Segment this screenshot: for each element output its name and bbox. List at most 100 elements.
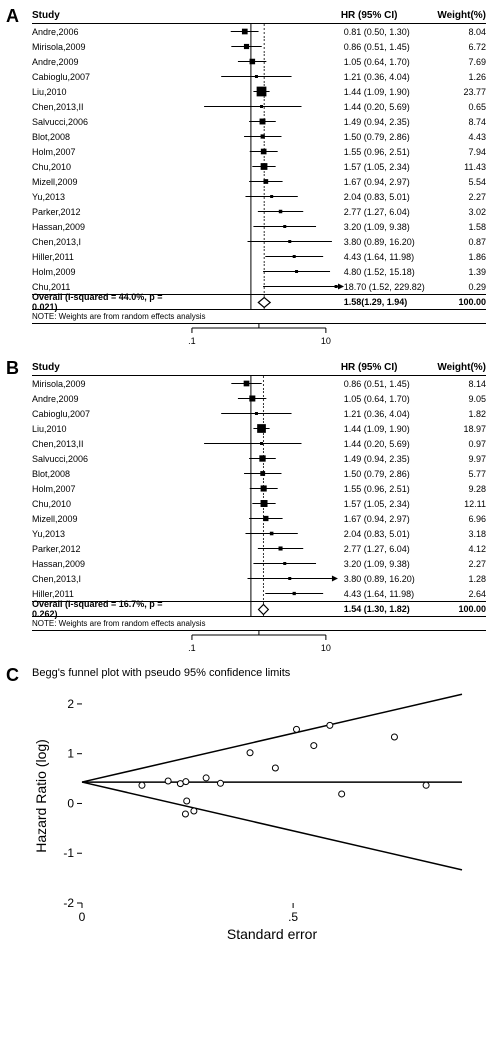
study-name: Blot,2008 [32, 469, 184, 479]
hr-text: 1.57 (1.05, 2.34) [344, 162, 439, 172]
forest-row: Holm,20071.55 (0.96, 2.51)7.94 [32, 144, 486, 159]
forest-row: Salvucci,20061.49 (0.94, 2.35)9.97 [32, 451, 486, 466]
weight-text: 18.97 [439, 424, 486, 434]
forest-b-overall: Overall (I-squared = 16.7%, p = 0.262) 1… [32, 601, 486, 616]
study-name: Chen,2013,I [32, 574, 184, 584]
forest-b-note: NOTE: Weights are from random effects an… [32, 616, 486, 631]
svg-text:.5: .5 [288, 910, 298, 924]
panel-c-label: C [6, 665, 19, 686]
svg-text:2: 2 [67, 697, 74, 711]
study-name: Hiller,2011 [32, 252, 184, 262]
hdr-study: Study [32, 362, 186, 373]
forest-row: Yu,20132.04 (0.83, 5.01)2.27 [32, 189, 486, 204]
study-name: Liu,2010 [32, 424, 184, 434]
ci-plot [184, 234, 344, 249]
forest-row: Chu,20101.57 (1.05, 2.34)12.11 [32, 496, 486, 511]
panel-a: A Study HR (95% CI) Weight(%) Andre,2006… [0, 0, 500, 352]
funnel-plot-wrap: Begg's funnel plot with pseudo 95% confi… [32, 667, 486, 943]
hr-text: 2.77 (1.27, 6.04) [344, 207, 439, 217]
weight-text: 9.05 [439, 394, 486, 404]
overall-label: Overall (I-squared = 16.7%, p = 0.262) [32, 599, 184, 619]
overall-hr: 1.54 (1.30, 1.82) [344, 604, 439, 614]
study-name: Andre,2009 [32, 394, 184, 404]
forest-b: Study HR (95% CI) Weight(%) Mirisola,200… [32, 360, 486, 655]
study-name: Yu,2013 [32, 529, 184, 539]
forest-row: Chu,20101.57 (1.05, 2.34)11.43 [32, 159, 486, 174]
weight-text: 1.58 [439, 222, 486, 232]
ci-plot [184, 189, 344, 204]
hdr-study: Study [32, 10, 186, 21]
hr-text: 3.20 (1.09, 9.38) [344, 559, 439, 569]
hr-text: 3.80 (0.89, 16.20) [344, 574, 439, 584]
weight-text: 6.96 [439, 514, 486, 524]
study-name: Mizell,2009 [32, 514, 184, 524]
study-name: Holm,2009 [32, 267, 184, 277]
forest-row: Holm,20071.55 (0.96, 2.51)9.28 [32, 481, 486, 496]
weight-text: 8.74 [439, 117, 486, 127]
study-name: Salvucci,2006 [32, 117, 184, 127]
forest-row: Chen,2013,II1.44 (0.20, 5.69)0.65 [32, 99, 486, 114]
hr-text: 1.21 (0.36, 4.04) [344, 72, 439, 82]
forest-row: Cabioglu,20071.21 (0.36, 4.04)1.82 [32, 406, 486, 421]
hr-text: 1.57 (1.05, 2.34) [344, 499, 439, 509]
hdr-wt: Weight(%) [437, 10, 486, 21]
ci-plot [184, 436, 344, 451]
overall-plot [184, 602, 344, 617]
forest-row: Andre,20060.81 (0.50, 1.30)8.04 [32, 24, 486, 39]
svg-text:.1: .1 [188, 643, 196, 653]
study-name: Yu,2013 [32, 192, 184, 202]
weight-text: 0.87 [439, 237, 486, 247]
study-name: Holm,2007 [32, 147, 184, 157]
ci-plot [184, 219, 344, 234]
weight-text: 6.72 [439, 42, 486, 52]
svg-text:10: 10 [321, 336, 331, 346]
forest-row: Andre,20091.05 (0.64, 1.70)7.69 [32, 54, 486, 69]
weight-text: 4.43 [439, 132, 486, 142]
ci-plot [184, 69, 344, 84]
study-name: Andre,2009 [32, 57, 184, 67]
forest-row: Liu,20101.44 (1.09, 1.90)18.97 [32, 421, 486, 436]
ci-plot [184, 54, 344, 69]
forest-row: Mizell,20091.67 (0.94, 2.97)6.96 [32, 511, 486, 526]
overall-wt: 100.00 [439, 604, 486, 614]
forest-a-note: NOTE: Weights are from random effects an… [32, 309, 486, 324]
study-name: Chen,2013,II [32, 102, 184, 112]
weight-text: 2.27 [439, 192, 486, 202]
forest-a-axis: .110 [32, 324, 486, 348]
weight-text: 5.77 [439, 469, 486, 479]
forest-row: Hassan,20093.20 (1.09, 9.38)2.27 [32, 556, 486, 571]
hr-text: 1.44 (0.20, 5.69) [344, 439, 439, 449]
weight-text: 2.64 [439, 589, 486, 599]
weight-text: 0.97 [439, 439, 486, 449]
hr-text: 1.21 (0.36, 4.04) [344, 409, 439, 419]
study-name: Parker,2012 [32, 544, 184, 554]
study-name: Parker,2012 [32, 207, 184, 217]
hr-text: 3.80 (0.89, 16.20) [344, 237, 439, 247]
forest-row: Liu,20101.44 (1.09, 1.90)23.77 [32, 84, 486, 99]
hdr-hr: HR (95% CI) [341, 362, 438, 373]
study-name: Cabioglu,2007 [32, 409, 184, 419]
ci-plot [184, 159, 344, 174]
ci-plot [184, 481, 344, 496]
ci-plot [184, 264, 344, 279]
ci-plot [184, 526, 344, 541]
ci-plot [184, 556, 344, 571]
ci-plot [184, 99, 344, 114]
ci-plot [184, 84, 344, 99]
forest-row: Blot,20081.50 (0.79, 2.86)5.77 [32, 466, 486, 481]
forest-row: Andre,2009 1.05 (0.64, 1.70)9.05 [32, 391, 486, 406]
forest-row: Blot,20081.50 (0.79, 2.86)4.43 [32, 129, 486, 144]
overall-label: Overall (I-squared = 44.0%, p = 0.021) [32, 292, 184, 312]
svg-text:Hazard Ratio (log): Hazard Ratio (log) [33, 739, 49, 853]
ci-plot [184, 586, 344, 601]
forest-a-header: Study HR (95% CI) Weight(%) [32, 8, 486, 24]
study-name: Mirisola,2009 [32, 379, 184, 389]
weight-text: 2.27 [439, 559, 486, 569]
hr-text: 1.05 (0.64, 1.70) [344, 394, 439, 404]
forest-b-header: Study HR (95% CI) Weight(%) [32, 360, 486, 376]
panel-c: C Begg's funnel plot with pseudo 95% con… [0, 659, 500, 947]
forest-b-axis: .110 [32, 631, 486, 655]
ci-plot [184, 421, 344, 436]
forest-row: Yu,20132.04 (0.83, 5.01)3.18 [32, 526, 486, 541]
funnel-plot: -2-10120.5Hazard Ratio (log)Standard err… [32, 683, 486, 943]
